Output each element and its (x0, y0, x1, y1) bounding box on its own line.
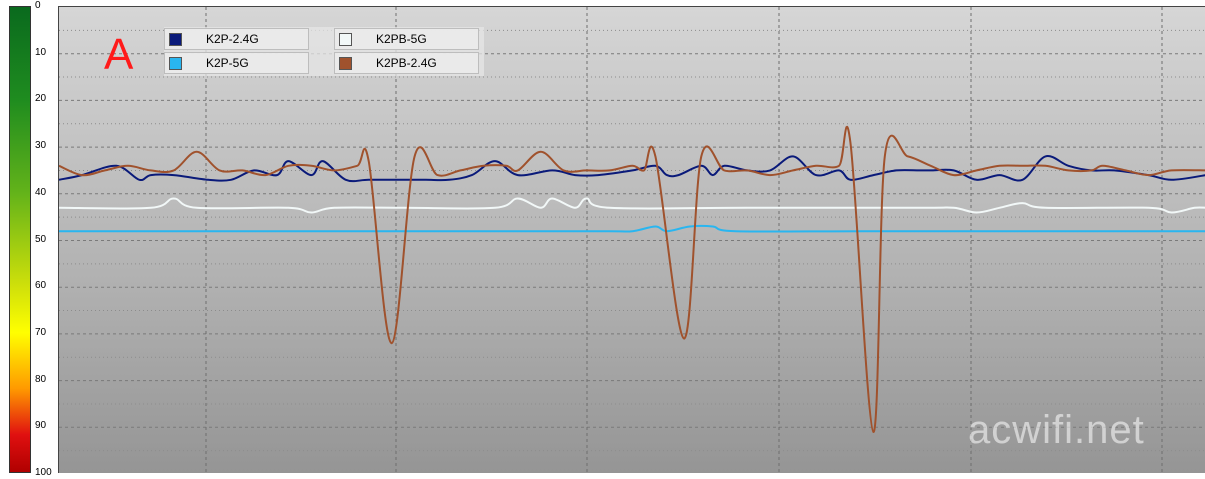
y-tick-label: 70 (35, 326, 47, 338)
legend-item-k2pb-5g[interactable]: K2PB-5G (334, 28, 479, 50)
legend-label: K2P-2.4G (206, 32, 259, 46)
legend: K2P-2.4G K2PB-5G K2P-5G K2PB-2.4G (164, 27, 484, 76)
y-tick-label: 80 (35, 373, 47, 385)
y-tick-label: 90 (35, 420, 47, 432)
y-tick-label: 60 (35, 280, 47, 292)
legend-swatch (169, 33, 182, 46)
y-tick-label: 30 (35, 140, 47, 152)
series-line-k2pb-5g (59, 197, 1205, 214)
y-tick-label: 40 (35, 186, 47, 198)
legend-label: K2PB-2.4G (376, 56, 437, 70)
series-line-k2p-2-4g (59, 155, 1205, 183)
y-tick-label: 20 (35, 93, 47, 105)
y-tick-label: 10 (35, 46, 47, 58)
legend-item-k2pb-24g[interactable]: K2PB-2.4G (334, 52, 479, 74)
panel-label: A (104, 30, 134, 79)
legend-label: K2PB-5G (376, 32, 427, 46)
series-line-k2p-5g (59, 224, 1205, 233)
y-tick-label: 50 (35, 233, 47, 245)
signal-scale-bar (9, 6, 31, 473)
watermark: acwifi.net (968, 408, 1145, 452)
legend-item-k2p-24g[interactable]: K2P-2.4G (164, 28, 309, 50)
legend-label: K2P-5G (206, 56, 249, 70)
y-tick-label: 100 (35, 467, 52, 478)
legend-item-k2p-5g[interactable]: K2P-5G (164, 52, 309, 74)
plot-area (58, 6, 1205, 474)
legend-swatch (339, 57, 352, 70)
legend-swatch (169, 57, 182, 70)
y-tick-label: 0 (35, 0, 41, 11)
legend-swatch (339, 33, 352, 46)
line-chart (59, 7, 1205, 474)
series-line-k2pb-2-4g (59, 125, 1205, 434)
